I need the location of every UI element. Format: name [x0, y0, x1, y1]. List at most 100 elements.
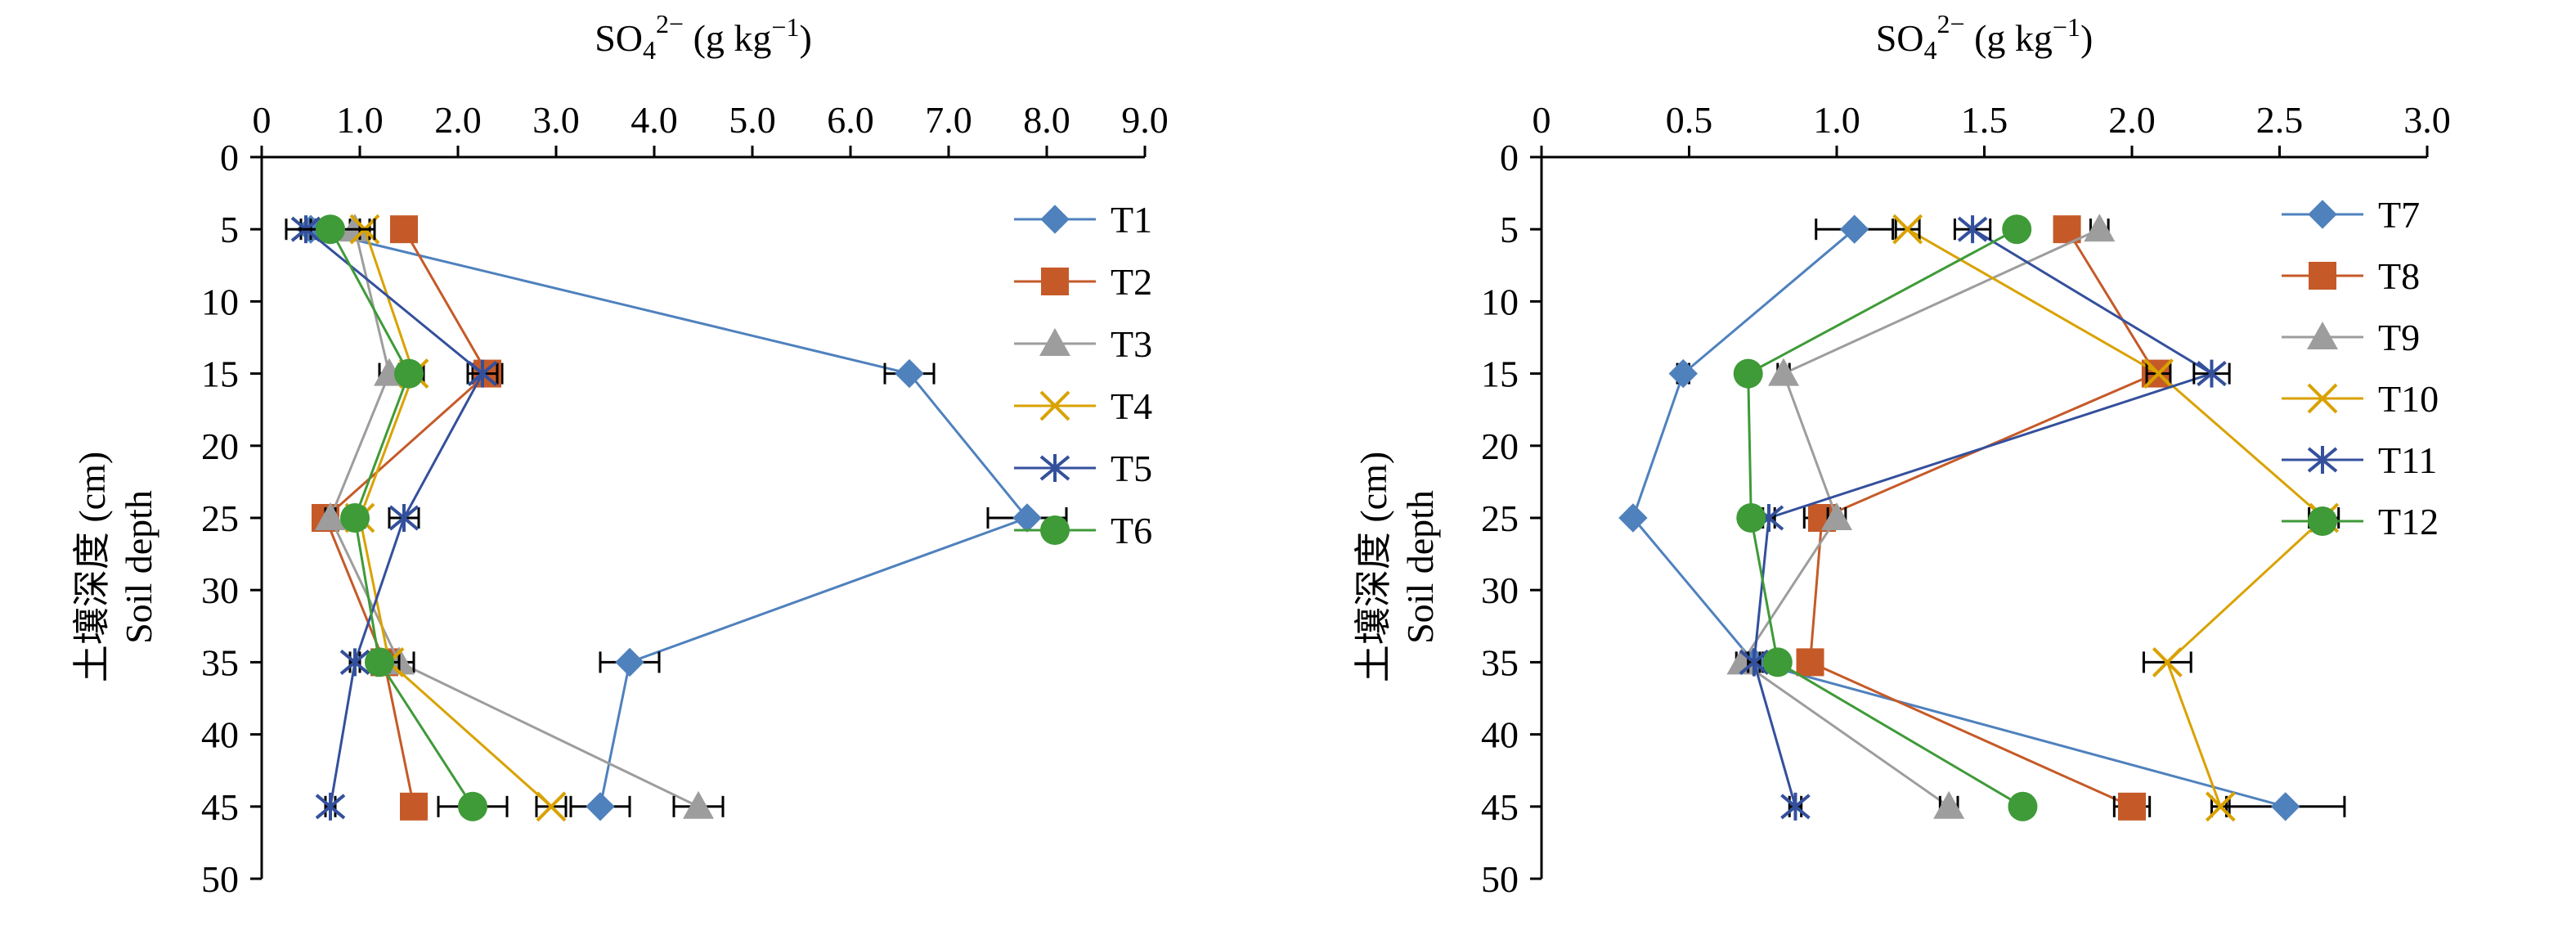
data-point [1933, 790, 1965, 819]
legend-label: T4 [1111, 385, 1152, 427]
data-point [1739, 648, 1770, 677]
marker-stroke [536, 791, 567, 822]
series-T1 [296, 214, 1068, 821]
x-tick-label: 5.0 [729, 99, 776, 141]
y-tick-label: 30 [201, 569, 239, 611]
legend-marker [2308, 200, 2337, 229]
legend-item-T5: T5 [1014, 448, 1152, 489]
x-tick-label: 0 [1533, 99, 1551, 141]
x-tick-label: 3.0 [532, 99, 580, 141]
legend-label: T11 [2378, 439, 2437, 481]
x-tick-label: 3.0 [2403, 99, 2451, 141]
x-axis-title-sub: 4 [1924, 35, 1937, 65]
legend-label: T5 [1111, 448, 1152, 489]
data-point [467, 359, 498, 388]
legend-marker [1041, 268, 1069, 295]
x-axis-title-unit: (g kg [1965, 17, 2053, 59]
x-tick-label: 1.0 [1813, 99, 1860, 141]
y-tick-label: 40 [201, 714, 239, 756]
series-T8 [1796, 215, 2170, 821]
x-tick-label: 2.0 [434, 99, 482, 141]
series-T12 [1733, 214, 2038, 821]
marker-stroke [1039, 390, 1070, 421]
legend-item-T11: T11 [2282, 439, 2437, 481]
data-point [2002, 214, 2032, 245]
series-T9 [1726, 214, 2116, 819]
x-axis-title-sup: 2− [656, 9, 684, 38]
x-axis-title-unit-sup: −1 [2053, 12, 2080, 42]
y-tick-label: 50 [201, 858, 239, 900]
legend-label: T2 [1111, 261, 1152, 303]
data-point [683, 790, 714, 819]
y-axis-title-cn: 土壤深度 (cm) [71, 452, 113, 682]
legend-marker [2308, 506, 2337, 536]
legend-label: T10 [2378, 378, 2439, 420]
x-axis-title: SO42− (g kg−1) [1876, 9, 2094, 65]
data-point [315, 502, 346, 530]
x-tick-label: 2.0 [2108, 99, 2156, 141]
chart-panel-1: 0 1.0 2.0 3.0 4.0 5.0 6.0 7.0 8.0 9.0 0 5 10 15 20 25 30… [71, 9, 1169, 900]
legend-item-T4: T4 [1014, 385, 1152, 427]
y-tick-label: 45 [1481, 786, 1519, 828]
x-axis-title-base: SO [595, 17, 643, 59]
legend-item-T10: T10 [2282, 378, 2439, 420]
data-point [1668, 358, 1698, 389]
data-point [1012, 503, 1042, 533]
data-point [394, 358, 424, 389]
legend-marker [1040, 515, 1070, 545]
data-point [615, 647, 644, 677]
data-point [339, 648, 370, 677]
data-point [895, 358, 924, 389]
data-point [2205, 791, 2236, 822]
data-point [1736, 503, 1766, 533]
data-point [1780, 792, 1811, 821]
legend-item-T2: T2 [1014, 261, 1152, 303]
y-tick-label: 25 [1481, 497, 1519, 539]
x-axis-title: SO42− (g kg−1) [595, 9, 812, 65]
data-point [315, 792, 346, 821]
marker-stroke [1892, 214, 1923, 245]
series-T7 [1618, 214, 2346, 821]
series-T3 [315, 214, 725, 819]
x-tick-label: 4.0 [631, 99, 678, 141]
series-line [1747, 227, 2024, 808]
x-axis-title-close: ) [2080, 17, 2093, 59]
data-point [458, 791, 487, 821]
x-axis-title-unit: (g kg [684, 17, 771, 59]
legend-item-T8: T8 [2282, 255, 2420, 297]
chart-panel-2: 0 0.5 1.0 1.5 2.0 2.5 3.0 0 5 10 15 20 25 30 35 40 45 50 S… [1353, 9, 2451, 900]
data-point [340, 503, 370, 533]
legend-marker [2307, 446, 2338, 474]
series-T6 [285, 214, 509, 821]
x-tick-label: 0 [253, 99, 272, 141]
y-axis-title-en: Soil depth [118, 490, 159, 644]
legend-item-T7: T7 [2282, 194, 2420, 236]
y-tick-label: 5 [220, 209, 239, 250]
y-tick-label: 45 [201, 786, 239, 828]
y-tick-label: 20 [1481, 425, 1519, 467]
legend-label: T12 [2378, 501, 2439, 542]
y-tick-label: 5 [1500, 209, 1519, 250]
data-point [2271, 792, 2300, 821]
marker-stroke [2143, 358, 2174, 389]
y-tick-label: 35 [1481, 641, 1519, 683]
y-tick-label: 35 [201, 641, 239, 683]
legend-label: T9 [2378, 317, 2420, 358]
data-point [339, 214, 370, 242]
legend-item-T3: T3 [1014, 323, 1152, 365]
y-tick-label: 10 [1481, 281, 1519, 322]
data-point [2152, 646, 2183, 677]
data-point [390, 215, 418, 244]
x-tick-label: 2.5 [2256, 99, 2304, 141]
legend-item-T12: T12 [2282, 501, 2439, 542]
x-axis-title-unit-sup: −1 [771, 12, 799, 42]
marker-stroke [2152, 646, 2183, 677]
series-line [329, 228, 699, 808]
data-point [1796, 648, 1824, 677]
data-point [1821, 502, 1852, 530]
x-tick-label: 1.5 [1961, 99, 2008, 141]
legend-marker [2309, 262, 2336, 290]
x-tick-label: 7.0 [925, 99, 972, 141]
legend-marker [2307, 322, 2338, 349]
